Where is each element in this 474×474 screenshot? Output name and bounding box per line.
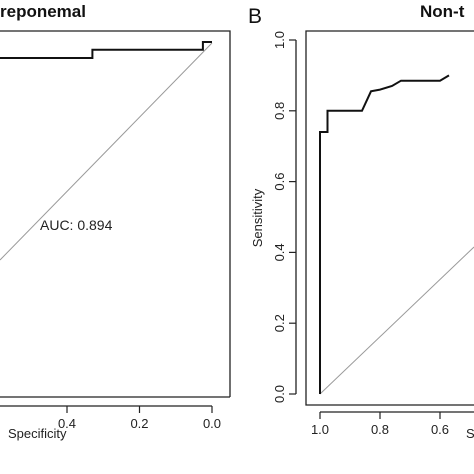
panel-b-plot-frame — [305, 30, 474, 406]
panel-b-x-tick-label: 0.6 — [431, 422, 449, 437]
roc-panel-non-treponemal: B Non-t 1.0 0.8 0.6 0.0 0.2 0.4 0.6 0.8 1.0 Sen… — [248, 2, 474, 441]
panel-b-y-tick-label: 0.2 — [272, 314, 287, 332]
panel-a-roc-curve — [0, 41, 212, 59]
panel-b-x-axis-label: S — [466, 426, 474, 441]
panel-a-reference-diagonal — [0, 42, 213, 261]
panel-b-y-tick-label: 0.8 — [272, 102, 287, 120]
panel-b-title: Non-t — [420, 2, 465, 21]
panel-b-x-tick-label: 0.8 — [371, 422, 389, 437]
panel-b-y-tick-label: 0.0 — [272, 385, 287, 403]
panel-b-y-tick-label: 1.0 — [272, 31, 287, 49]
panel-a-x-axis-label: Specificity — [8, 426, 67, 441]
panel-a-x-tick-label: 0.2 — [130, 416, 148, 431]
panel-a-plot-frame — [0, 30, 231, 397]
panel-a-x-tick-label: 0.4 — [58, 416, 76, 431]
panel-a-x-tick-label: 0.0 — [203, 416, 221, 431]
roc-panel-treponemal: reponemal .60.40.20.0 AUC: 0.894 Specifi… — [0, 2, 231, 441]
panel-a-x-ticks: .60.40.20.0 — [58, 406, 221, 431]
panel-a-auc-annotation: AUC: 0.894 — [40, 217, 113, 233]
panel-b-y-ticks: 0.0 0.2 0.4 0.6 0.8 1.0 — [272, 31, 296, 403]
panel-b-x-tick-label: 1.0 — [311, 422, 329, 437]
panel-b-letter: B — [248, 5, 262, 28]
panel-b-y-tick-label: 0.4 — [272, 243, 287, 261]
panel-b-y-axis-label: Sensitivity — [250, 188, 265, 247]
panel-a-title: reponemal — [0, 2, 86, 21]
panel-b-y-tick-label: 0.6 — [272, 173, 287, 191]
panel-b-roc-curve — [319, 74, 450, 394]
panel-b-reference-diagonal — [319, 246, 474, 395]
panel-b-x-ticks: 1.0 0.8 0.6 — [311, 412, 449, 437]
